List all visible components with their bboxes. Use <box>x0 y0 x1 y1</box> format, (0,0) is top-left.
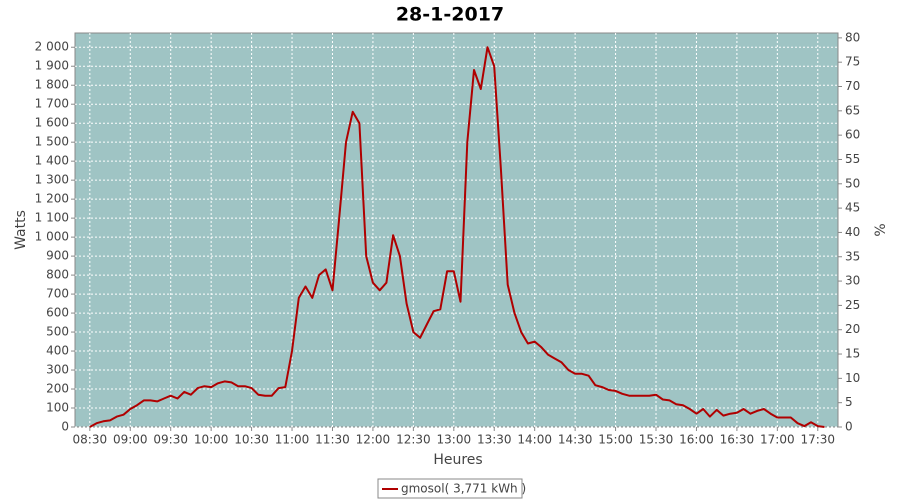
y-tick-label: 1 100 <box>35 211 69 225</box>
x-tick-label: 15:30 <box>639 433 674 447</box>
y-tick-label: 0 <box>61 420 69 434</box>
x-tick-label: 14:00 <box>517 433 552 447</box>
y-tick-label: 1 900 <box>35 59 69 73</box>
y-tick-label: 1 600 <box>35 116 69 130</box>
x-tick-label: 10:30 <box>234 433 269 447</box>
y2-tick-label: 65 <box>845 103 860 117</box>
data-line <box>89 46 825 428</box>
x-tick-label: 17:30 <box>800 433 835 447</box>
x-tick-label: 14:30 <box>558 433 593 447</box>
y2-tick-label: 75 <box>845 55 860 69</box>
y-tick-label: 700 <box>46 287 69 301</box>
y-tick-label: 300 <box>46 363 69 377</box>
y-tick-label: 900 <box>46 249 69 263</box>
chart-title: 28-1-2017 <box>396 4 504 26</box>
y2-tick-label: 60 <box>845 128 860 142</box>
legend-box <box>377 478 523 499</box>
x-axis-label: Heures <box>433 452 482 468</box>
y2-tick-label: 40 <box>845 225 860 239</box>
x-tick-label: 09:30 <box>153 433 188 447</box>
plot-area <box>74 32 839 428</box>
y2-tick-label: 45 <box>845 201 860 215</box>
y-tick-label: 100 <box>46 401 69 415</box>
y-tick-label: 1 500 <box>35 135 69 149</box>
y2-tick-label: 80 <box>845 30 860 44</box>
y2-tick-label: 25 <box>845 298 860 312</box>
x-tick-label: 16:30 <box>720 433 755 447</box>
y2-tick-label: 30 <box>845 274 860 288</box>
y2-tick-label: 15 <box>845 347 860 361</box>
y-tick-label: 1 000 <box>35 230 69 244</box>
y-tick-label: 400 <box>46 344 69 358</box>
y-tick-label: 1 700 <box>35 97 69 111</box>
x-tick-label: 17:00 <box>760 433 795 447</box>
x-tick-label: 15:00 <box>598 433 633 447</box>
y-tick-label: 1 800 <box>35 78 69 92</box>
y-tick-label: 1 300 <box>35 173 69 187</box>
y2-tick-label: 20 <box>845 322 860 336</box>
x-tick-label: 12:00 <box>356 433 391 447</box>
y-tick-label: 1 400 <box>35 154 69 168</box>
x-tick-label: 11:30 <box>315 433 350 447</box>
x-tick-label: 12:30 <box>396 433 431 447</box>
y2-tick-label: 35 <box>845 249 860 263</box>
y2-tick-label: 50 <box>845 176 860 190</box>
y2-axis-label: % <box>873 223 889 236</box>
y-tick-label: 1 200 <box>35 192 69 206</box>
x-tick-label: 13:00 <box>437 433 472 447</box>
x-tick-label: 11:00 <box>275 433 310 447</box>
y2-tick-label: 55 <box>845 152 860 166</box>
y-axis-label: Watts <box>13 210 29 250</box>
y2-tick-label: 10 <box>845 371 860 385</box>
y2-tick-label: 70 <box>845 79 860 93</box>
y-tick-label: 200 <box>46 382 69 396</box>
x-tick-label: 16:00 <box>679 433 714 447</box>
x-tick-label: 08:30 <box>73 433 108 447</box>
y-tick-label: 2 000 <box>35 40 69 54</box>
y-tick-label: 500 <box>46 325 69 339</box>
y-tick-label: 800 <box>46 268 69 282</box>
y-tick-label: 600 <box>46 306 69 320</box>
x-tick-label: 10:00 <box>194 433 229 447</box>
y2-tick-label: 0 <box>845 420 853 434</box>
x-tick-label: 13:30 <box>477 433 512 447</box>
y2-tick-label: 5 <box>845 395 853 409</box>
legend-label: gmosol( 3,771 kWh ) <box>401 482 526 496</box>
x-tick-label: 09:00 <box>113 433 148 447</box>
